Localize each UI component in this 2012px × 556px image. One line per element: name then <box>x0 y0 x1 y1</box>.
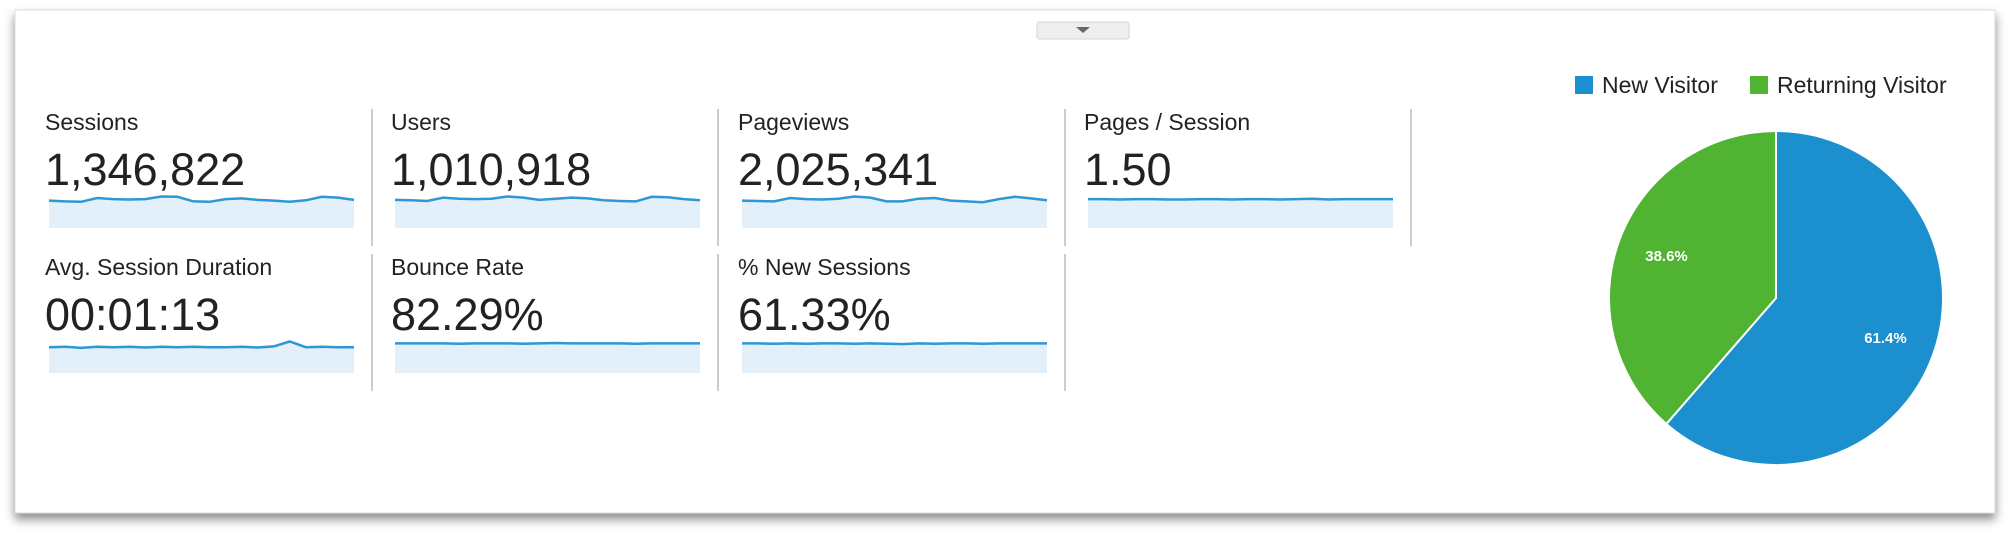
metric-label: Bounce Rate <box>391 254 524 280</box>
legend-swatch <box>1750 76 1768 94</box>
pie-slice <box>1664 129 1944 466</box>
metric-label: Avg. Session Duration <box>45 254 272 280</box>
sparkline <box>742 342 1047 346</box>
metric-label: Users <box>391 109 451 135</box>
pie-value-label: 61.4% <box>1864 330 1907 347</box>
metric-value: 00:01:13 <box>45 289 220 340</box>
metric-value: 61.33% <box>738 289 891 340</box>
legend-label: New Visitor <box>1602 72 1718 98</box>
sparkline-area <box>742 196 1047 228</box>
metric-value: 2,025,341 <box>738 144 938 195</box>
metric-label: Pages / Session <box>1084 109 1250 135</box>
legend-label: Returning Visitor <box>1777 72 1947 98</box>
sparkline-area <box>49 196 354 228</box>
sparkline-area <box>395 343 700 373</box>
metric-cards: Sessions 1,346,822 Users 1,010,918 Pageviews… <box>45 109 1412 391</box>
metric-value: 82.29% <box>391 289 544 340</box>
metric-label: % New Sessions <box>738 254 911 280</box>
sparkline-area <box>395 196 700 228</box>
sparkline <box>48 195 355 204</box>
sparkline <box>394 195 701 203</box>
sparkline-area <box>742 343 1047 373</box>
sparkline <box>48 340 354 350</box>
metric-label: Sessions <box>45 109 138 135</box>
sparkline-area <box>1088 198 1393 228</box>
pie-chart: 61.4% 38.6% New Visitor Returning Visitor <box>1575 72 1947 466</box>
metric-value: 1,346,822 <box>45 144 245 195</box>
sparkline <box>741 195 1048 204</box>
sparkline <box>395 341 700 345</box>
sparkline <box>1088 197 1393 201</box>
pie-value-label: 38.6% <box>1645 248 1688 265</box>
metric-label: Pageviews <box>738 109 849 135</box>
metric-value: 1,010,918 <box>391 144 591 195</box>
pie-slice <box>1608 129 1777 426</box>
metric-value: 1.50 <box>1084 144 1172 195</box>
sparkline-area <box>49 341 354 373</box>
legend-swatch <box>1575 76 1593 94</box>
collapse-arrow <box>1076 27 1090 33</box>
